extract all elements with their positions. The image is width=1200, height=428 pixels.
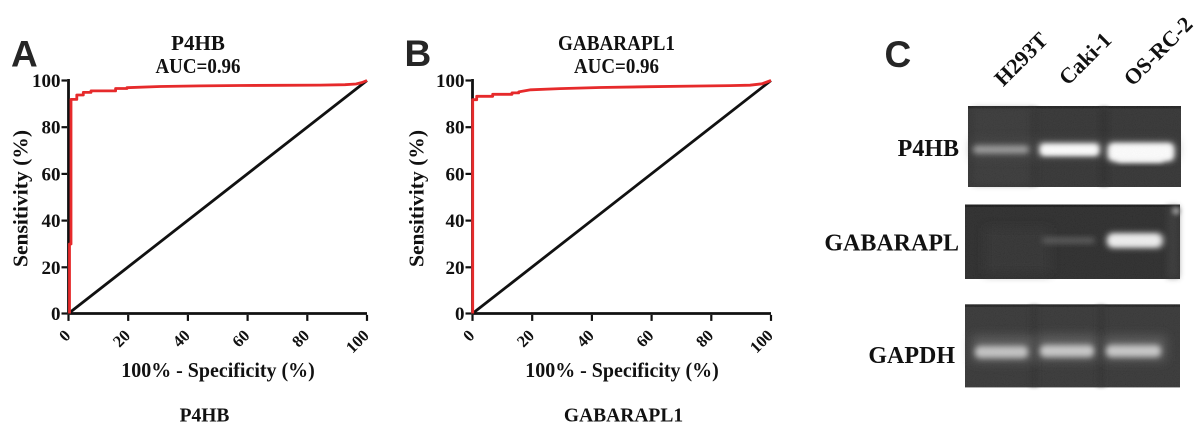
svg-text:C: C xyxy=(885,34,912,75)
svg-text:Sensitivity (%): Sensitivity (%) xyxy=(9,130,33,267)
svg-text:AUC=0.96: AUC=0.96 xyxy=(156,54,241,78)
svg-text:GABARAPL1: GABARAPL1 xyxy=(564,406,683,427)
svg-text:100: 100 xyxy=(436,71,465,92)
svg-text:GABARAPL: GABARAPL xyxy=(824,231,959,257)
svg-text:100% - Specificity (%): 100% - Specificity (%) xyxy=(121,358,315,382)
svg-text:20: 20 xyxy=(446,258,465,279)
svg-text:A: A xyxy=(11,34,38,75)
svg-text:100: 100 xyxy=(32,71,61,92)
svg-text:60: 60 xyxy=(42,164,61,185)
svg-text:100% - Specificity (%): 100% - Specificity (%) xyxy=(525,358,719,382)
svg-text:P4HB: P4HB xyxy=(180,406,230,427)
svg-text:Sensitivity (%): Sensitivity (%) xyxy=(405,130,429,267)
svg-text:40: 40 xyxy=(446,211,465,232)
svg-text:40: 40 xyxy=(42,211,61,232)
svg-text:B: B xyxy=(405,33,432,74)
svg-text:80: 80 xyxy=(42,118,61,139)
svg-text:P4HB: P4HB xyxy=(171,31,225,55)
svg-text:GABARAPL1: GABARAPL1 xyxy=(558,31,675,55)
svg-text:0: 0 xyxy=(455,304,465,325)
svg-text:GAPDH: GAPDH xyxy=(868,343,955,369)
svg-text:20: 20 xyxy=(42,258,61,279)
svg-text:P4HB: P4HB xyxy=(898,136,959,162)
svg-text:60: 60 xyxy=(446,164,465,185)
svg-text:AUC=0.96: AUC=0.96 xyxy=(574,54,659,78)
svg-text:0: 0 xyxy=(51,304,61,325)
svg-text:80: 80 xyxy=(446,118,465,139)
